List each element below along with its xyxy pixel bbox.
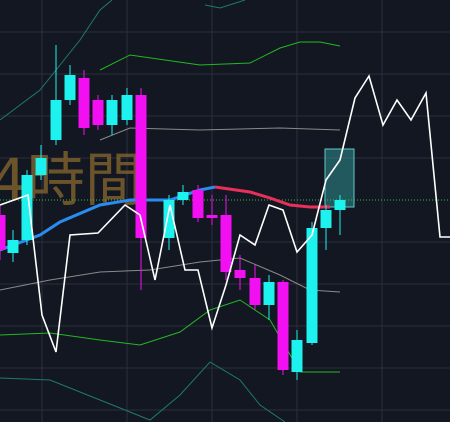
indicator-line [0,257,341,293]
candle-body [78,78,90,128]
candle-body [21,175,33,240]
candle-body [64,75,76,100]
indicator-line [0,299,340,373]
indicator-line [214,185,330,209]
indicator-line [99,41,341,71]
candle-body [306,228,318,343]
candle-body [192,190,204,218]
candle-body [163,200,175,238]
candle-body [249,278,261,305]
candle-body [320,210,332,228]
candle-body [121,95,133,120]
candle-body [277,282,289,370]
candle-body [7,240,19,253]
watermark: 4時間 [0,146,143,214]
indicator-line [0,74,450,353]
candle-body [334,200,346,210]
candle-body [177,192,189,200]
indicator-line [0,361,286,422]
candle-body [50,100,62,140]
candle-body [220,215,232,272]
indicator-line [0,0,113,121]
candle-body [206,215,218,218]
candle-body [263,282,275,305]
candle-body [35,158,47,175]
indicator-line [99,127,341,141]
candle-body [92,100,104,125]
indicator-line [204,0,246,9]
candle-body [291,340,303,372]
candle-body [234,270,246,278]
candle-body [0,215,6,250]
candle-body [135,95,147,238]
candle-body [106,100,118,125]
